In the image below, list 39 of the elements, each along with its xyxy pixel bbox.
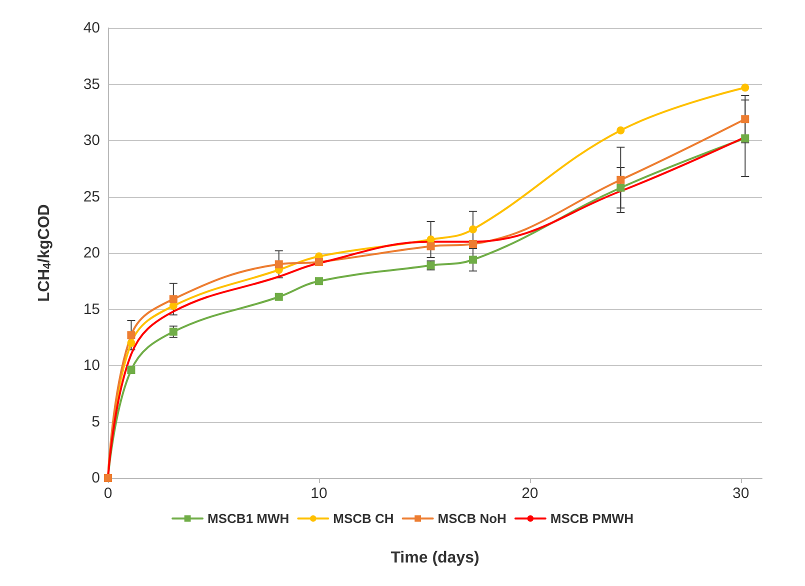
point	[127, 331, 136, 340]
point	[426, 236, 435, 244]
y-axis-title: LCH4/kgCOD	[36, 204, 54, 302]
point	[468, 225, 477, 234]
point	[468, 256, 477, 264]
point	[616, 176, 625, 184]
point	[616, 184, 625, 192]
legend-label: MSCB PMWH	[550, 511, 634, 526]
legend-label: MSCB1 MWH	[208, 511, 290, 526]
point	[741, 115, 750, 124]
point	[127, 366, 136, 374]
point	[741, 84, 750, 92]
y-tick-label: 10	[83, 357, 100, 374]
point	[616, 126, 625, 134]
y-tick-label: 30	[83, 132, 100, 149]
y-tick-label: 20	[83, 244, 100, 262]
point	[468, 240, 477, 248]
point	[274, 292, 283, 301]
y-tick-label: 15	[83, 300, 100, 318]
x-tick-label: 0	[104, 485, 112, 502]
point	[314, 258, 323, 266]
x-tick-label: 20	[522, 485, 538, 502]
point	[314, 277, 323, 286]
point	[274, 260, 283, 268]
x-tick-label: 10	[310, 485, 328, 502]
point	[169, 328, 178, 336]
x-axis-title: Time (days)	[390, 550, 480, 566]
y-tick-label: 5	[92, 413, 100, 430]
legend-label: MSCB CH	[333, 511, 394, 526]
y-tick-label: 35	[83, 76, 100, 93]
point	[169, 295, 178, 304]
y-tick-label: 25	[83, 188, 100, 206]
legend-label: MSCB NoH	[438, 511, 506, 526]
y-tick-label: 40	[83, 20, 100, 36]
x-tick-label: 30	[732, 485, 750, 502]
y-tick-label: 0	[92, 470, 100, 486]
point	[127, 339, 136, 347]
point	[741, 134, 750, 142]
point	[426, 242, 435, 250]
